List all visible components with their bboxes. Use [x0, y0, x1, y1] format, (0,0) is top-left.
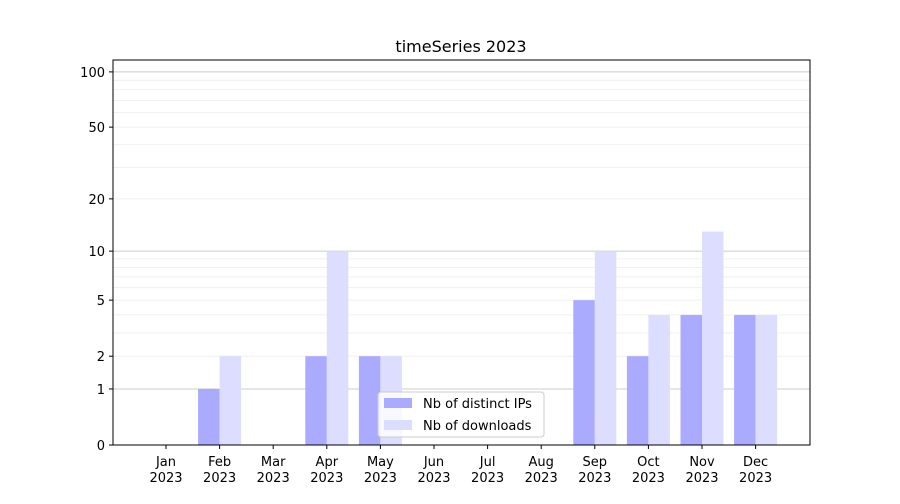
- x-tick-label: 2023: [417, 471, 450, 486]
- x-tick-label: Jun: [423, 455, 444, 470]
- x-axis: Jan2023Feb2023Mar2023Apr2023May2023Jun20…: [149, 445, 772, 486]
- x-tick-label: 2023: [149, 471, 182, 486]
- x-tick-label: Mar: [261, 455, 286, 470]
- plot-frame: [112, 59, 811, 446]
- bar-distinct-ips: [573, 300, 595, 445]
- bar-distinct-ips: [305, 356, 327, 445]
- y-tick-label: 0: [97, 439, 105, 454]
- x-tick-label: Oct: [637, 455, 659, 470]
- y-tick-label: 100: [80, 66, 105, 81]
- x-tick-label: Jul: [479, 455, 496, 470]
- y-tick-label: 2: [97, 350, 105, 365]
- y-tick-label: 50: [88, 121, 105, 136]
- bar-distinct-ips: [198, 388, 220, 445]
- x-tick-label: May: [367, 455, 394, 470]
- x-tick-label: Sep: [583, 455, 608, 470]
- bar-distinct-ips: [358, 356, 381, 445]
- x-tick-label: 2023: [471, 471, 504, 486]
- legend-label-downloads: Nb of downloads: [423, 419, 532, 434]
- y-tick-label: 20: [88, 193, 105, 208]
- chart-title: timeSeries 2023: [395, 37, 526, 56]
- bar-downloads: [755, 314, 778, 445]
- y-axis: 0 1 2 5 10 20 50 100: [80, 66, 113, 454]
- bar-downloads: [594, 251, 617, 445]
- bar-distinct-ips: [680, 314, 702, 445]
- bar-downloads: [648, 314, 670, 445]
- x-tick-label: 2023: [257, 471, 290, 486]
- x-tick-label: 2023: [525, 471, 558, 486]
- bar-distinct-ips: [734, 314, 756, 445]
- legend: Nb of distinct IPs Nb of downloads: [377, 391, 545, 438]
- y-tick-label: 1: [97, 383, 105, 398]
- legend-box: [377, 391, 545, 438]
- y-tick-label: 5: [97, 294, 105, 309]
- x-tick-label: Dec: [743, 455, 768, 470]
- y-tick-label: 10: [88, 245, 105, 260]
- x-tick-label: Jan: [155, 455, 176, 470]
- x-tick-label: Aug: [529, 455, 554, 470]
- x-tick-label: 2023: [364, 471, 397, 486]
- legend-label-ips: Nb of distinct IPs: [423, 397, 532, 412]
- x-tick-label: 2023: [632, 471, 665, 486]
- x-tick-label: Nov: [689, 455, 715, 470]
- x-tick-label: 2023: [578, 471, 611, 486]
- x-tick-label: Feb: [208, 455, 231, 470]
- x-tick-label: 2023: [685, 471, 718, 486]
- legend-swatch-ips: [384, 398, 412, 408]
- x-tick-label: 2023: [203, 471, 236, 486]
- bar-distinct-ips: [626, 356, 649, 445]
- bar-downloads: [326, 251, 349, 445]
- bar-downloads: [702, 231, 724, 445]
- x-tick-label: Apr: [316, 455, 339, 470]
- grid: [113, 71, 810, 390]
- x-tick-label: 2023: [739, 471, 772, 486]
- x-tick-label: 2023: [310, 471, 343, 486]
- legend-swatch-downloads: [384, 420, 412, 430]
- bar-downloads: [219, 356, 242, 445]
